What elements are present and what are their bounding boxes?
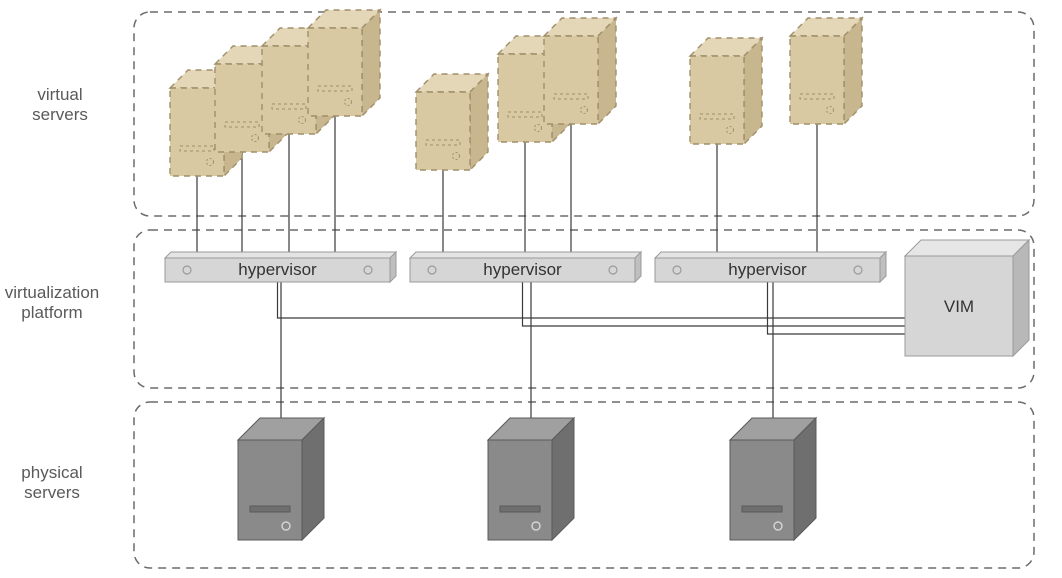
wire-hv-vim-0 [278,282,906,318]
server-1 [488,418,574,540]
layer-label-virtual-1: virtual [37,85,82,104]
layer-label-physical-2: servers [24,483,80,502]
layer-label-platform-1: virtualization [5,283,100,302]
server-2 [730,418,816,540]
hypervisor-0: hypervisor [165,252,396,282]
vim-label: VIM [944,297,974,316]
vm-0-3 [308,10,380,116]
vm-1-0 [416,74,488,170]
vm-2-1 [790,18,862,124]
layer-label-virtual-2: servers [32,105,88,124]
layer-label-platform-2: platform [21,303,82,322]
physical-servers [238,418,816,540]
virtualization-diagram: virtualserversvirtualizationplatformphys… [0,0,1062,578]
hypervisor-label-1: hypervisor [483,260,562,279]
hypervisor-label-0: hypervisor [238,260,317,279]
layer-label-physical-1: physical [21,463,82,482]
vm-1-2 [544,18,616,124]
vm-2-0 [690,38,762,144]
hypervisors: hypervisor hypervisor hypervisor [165,252,886,282]
hypervisor-label-2: hypervisor [728,260,807,279]
hypervisor-2: hypervisor [655,252,886,282]
hypervisor-1: hypervisor [410,252,641,282]
server-0 [238,418,324,540]
virtual-machines [170,10,862,176]
wire-hv-vim-1 [523,282,906,326]
vim-box: VIM [905,240,1029,356]
